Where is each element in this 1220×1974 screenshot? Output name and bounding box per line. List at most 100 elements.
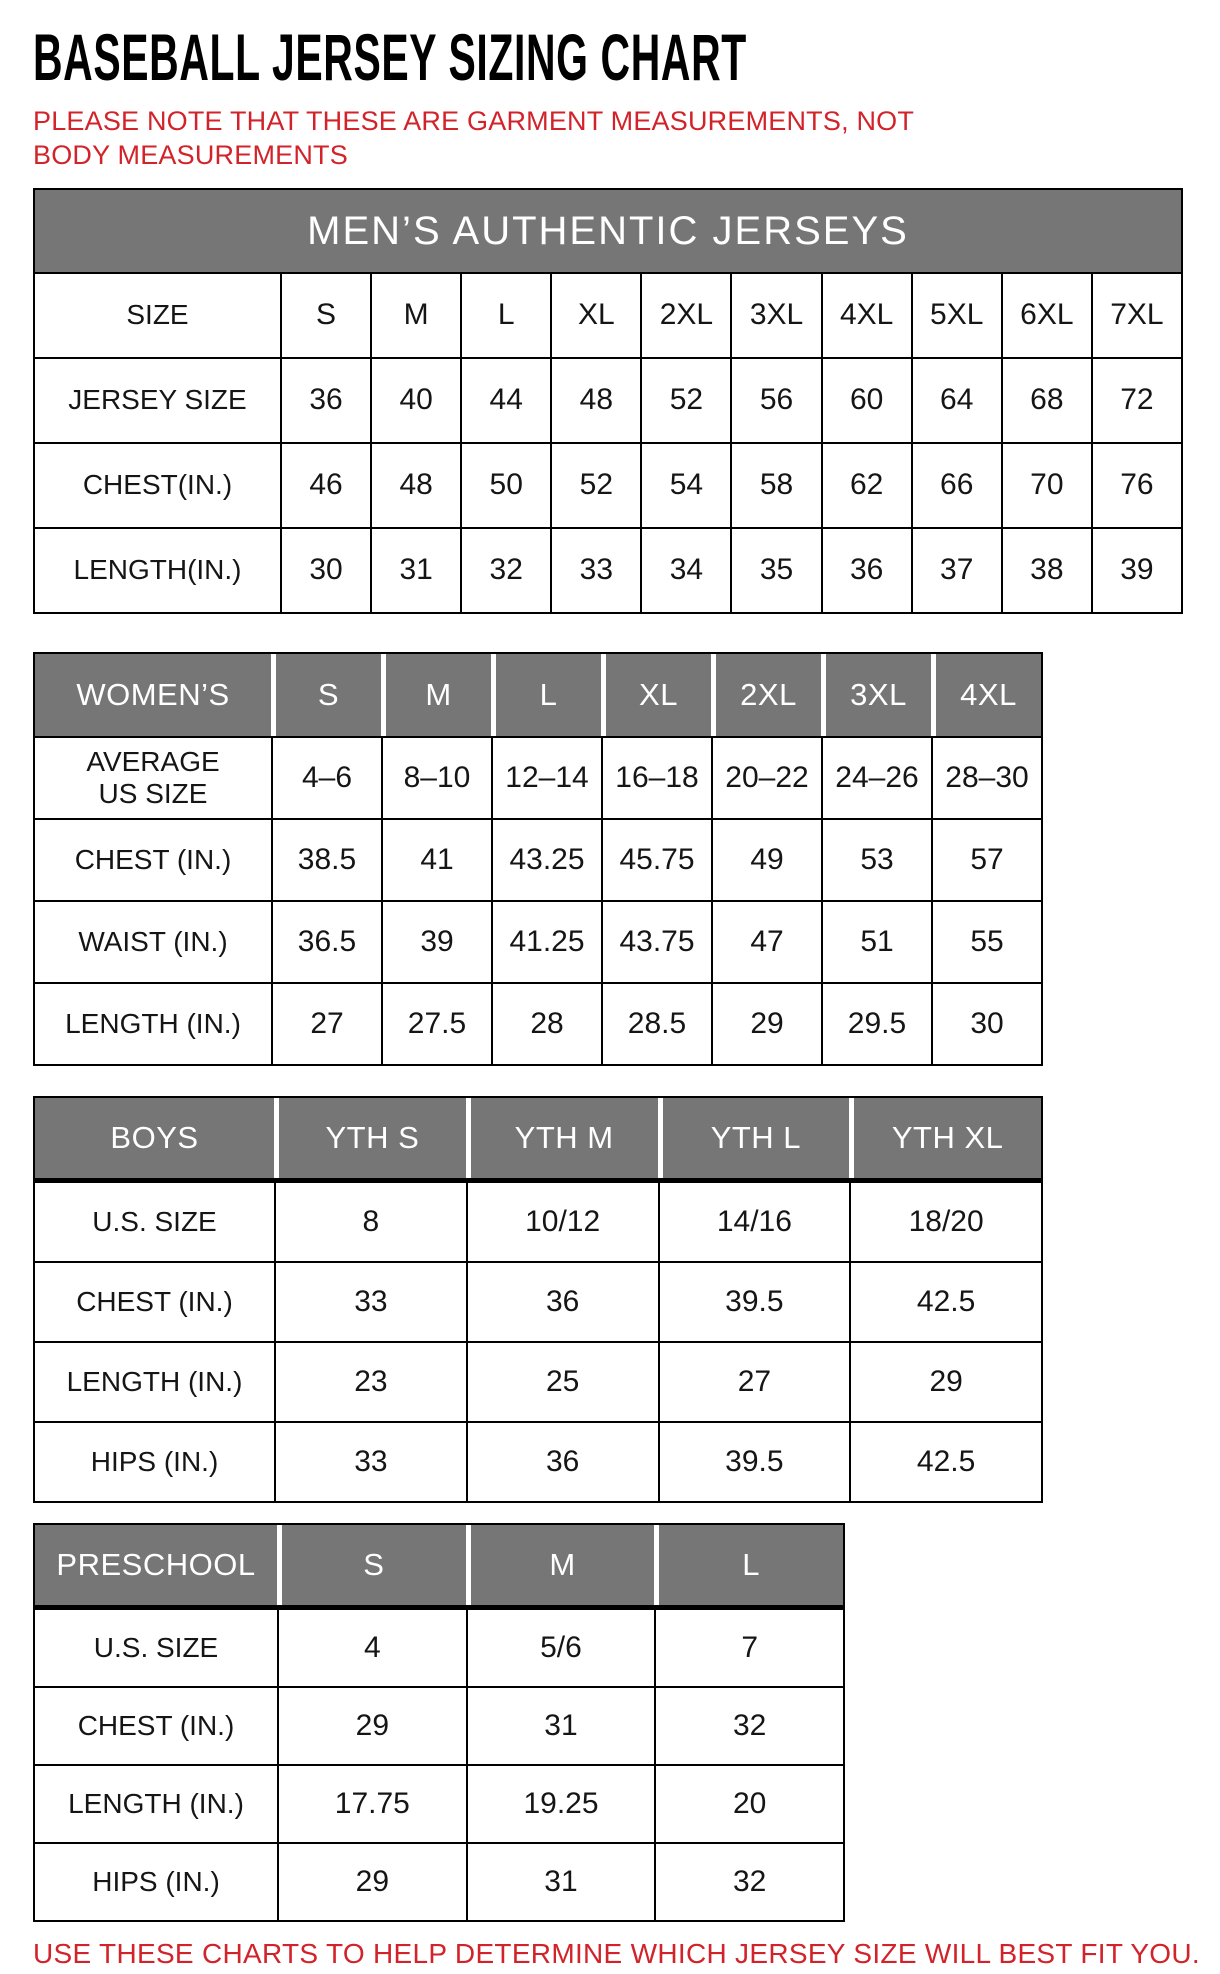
table-cell: 41.25: [491, 902, 601, 982]
column-header: 7XL: [1090, 274, 1181, 357]
table-cell: 52: [550, 444, 640, 527]
table-cell: 32: [654, 1844, 843, 1920]
table-cell: 49: [711, 820, 821, 900]
table-row: JERSEY SIZE 36 40 44 48 52 56 60 64 68 72: [35, 359, 1181, 442]
column-header: YTH M: [465, 1098, 658, 1178]
sizing-table-mens: MEN’S AUTHENTIC JERSEYS SIZE S M L XL 2XL 3XL 4X…: [33, 188, 1183, 614]
header-row-label: WOMEN’S: [35, 654, 271, 736]
column-header: YTH L: [657, 1098, 850, 1178]
table-cell: 39.5: [657, 1423, 850, 1501]
page-title: BASEBALL JERSEY SIZING CHART: [33, 20, 747, 94]
row-label: LENGTH (IN.): [65, 1007, 241, 1039]
footer-note: USE THESE CHARTS TO HELP DETERMINE WHICH…: [33, 1938, 1200, 1969]
table-cell: 18/20: [849, 1183, 1041, 1261]
table-row: CHEST (IN.) 38.5 41 43.25 45.75 49 53 57: [35, 818, 1041, 900]
table-cell: 62: [820, 444, 911, 527]
table-cell: 28–30: [931, 738, 1041, 818]
row-label: LENGTH (IN.): [68, 1787, 244, 1819]
table-cell: 55: [931, 902, 1041, 982]
table-cell: 4: [277, 1610, 466, 1686]
column-header: 6XL: [1000, 274, 1091, 357]
table-cell: 48: [370, 444, 460, 527]
table-cell: 33: [274, 1263, 466, 1341]
table-header-row: WOMEN’S S M L XL 2XL 3XL 4XL: [35, 654, 1041, 738]
table-banner: MEN’S AUTHENTIC JERSEYS: [35, 190, 1181, 274]
row-label: LENGTH (IN.): [66, 1365, 243, 1397]
table-row: WAIST (IN.) 36.5 39 41.25 43.75 47 51 55: [35, 900, 1041, 982]
table-cell: 23: [274, 1343, 466, 1421]
table-cell: 76: [1090, 444, 1181, 527]
table-cell: 43.75: [601, 902, 711, 982]
table-cell: 33: [550, 529, 640, 612]
table-cell: 12–14: [491, 738, 601, 818]
column-header: L: [654, 1525, 843, 1605]
table-header-row: BOYS YTH S YTH M YTH L YTH XL: [35, 1098, 1041, 1183]
table-row: CHEST (IN.) 33 36 39.5 42.5: [35, 1261, 1041, 1341]
row-label: HIPS (IN.): [90, 1445, 219, 1477]
row-label: AVERAGE US SIZE: [86, 745, 220, 809]
table-cell: 45.75: [601, 820, 711, 900]
table-row: LENGTH (IN.) 17.75 19.25 20: [35, 1764, 843, 1842]
table-cell: 50: [460, 444, 550, 527]
column-header: L: [491, 654, 601, 736]
column-header: 4XL: [931, 654, 1041, 736]
column-header: 4XL: [820, 274, 911, 357]
table-cell: 19.25: [465, 1766, 655, 1842]
table-cell: 20–22: [711, 738, 821, 818]
table-row: HIPS (IN.) 29 31 32: [35, 1842, 843, 1920]
table-cell: 47: [711, 902, 821, 982]
table-cell: 52: [640, 359, 730, 442]
table-row: U.S. SIZE 4 5/6 7: [35, 1610, 843, 1686]
header-row-label: PRESCHOOL: [35, 1525, 277, 1605]
table-cell: 32: [654, 1688, 843, 1764]
table-cell: 8–10: [381, 738, 491, 818]
table-cell: 64: [910, 359, 1001, 442]
row-label: JERSEY SIZE: [68, 384, 247, 416]
table-cell: 8: [274, 1183, 466, 1261]
table-cell: 39.5: [657, 1263, 850, 1341]
table-cell: 40: [370, 359, 460, 442]
column-header: 5XL: [910, 274, 1001, 357]
column-header: YTH XL: [849, 1098, 1041, 1178]
header-row-label: BOYS: [35, 1098, 274, 1178]
table-cell: 25: [465, 1343, 658, 1421]
column-header: XL: [550, 274, 640, 357]
table-cell: 43.25: [491, 820, 601, 900]
table-cell: 20: [654, 1766, 843, 1842]
column-header: M: [465, 1525, 655, 1605]
table-cell: 24–26: [821, 738, 931, 818]
table-cell: 34: [640, 529, 730, 612]
table-row: CHEST (IN.) 29 31 32: [35, 1686, 843, 1764]
sizing-table-preschool: PRESCHOOL S M L U.S. SIZE 4 5/6 7 CHEST (IN.) 29 3…: [33, 1523, 845, 1922]
column-header: S: [271, 654, 381, 736]
table-cell: 66: [910, 444, 1001, 527]
table-cell: 28: [491, 984, 601, 1064]
column-header: M: [381, 654, 491, 736]
row-label: LENGTH(IN.): [73, 554, 242, 586]
table-cell: 29: [711, 984, 821, 1064]
row-label: CHEST(IN.): [82, 469, 233, 501]
table-cell: 32: [460, 529, 550, 612]
row-label: HIPS (IN.): [92, 1865, 220, 1897]
table-cell: 29.5: [821, 984, 931, 1064]
table-cell: 39: [381, 902, 491, 982]
header-row-label: SIZE: [126, 299, 189, 331]
column-header: 3XL: [730, 274, 820, 357]
table-cell: 36: [280, 359, 370, 442]
table-cell: 29: [277, 1844, 466, 1920]
table-cell: 29: [849, 1343, 1041, 1421]
table-cell: 31: [465, 1844, 655, 1920]
table-cell: 27.5: [381, 984, 491, 1064]
table-cell: 56: [730, 359, 820, 442]
column-header: 2XL: [711, 654, 821, 736]
table-cell: 44: [460, 359, 550, 442]
table-cell: 42.5: [849, 1263, 1041, 1341]
table-cell: 28.5: [601, 984, 711, 1064]
tables-container: MEN’S AUTHENTIC JERSEYS SIZE S M L XL 2XL 3XL 4X…: [33, 188, 1220, 1922]
table-cell: 16–18: [601, 738, 711, 818]
table-cell: 37: [910, 529, 1001, 612]
table-cell: 48: [550, 359, 640, 442]
table-cell: 38: [1000, 529, 1091, 612]
table-cell: 35: [730, 529, 820, 612]
